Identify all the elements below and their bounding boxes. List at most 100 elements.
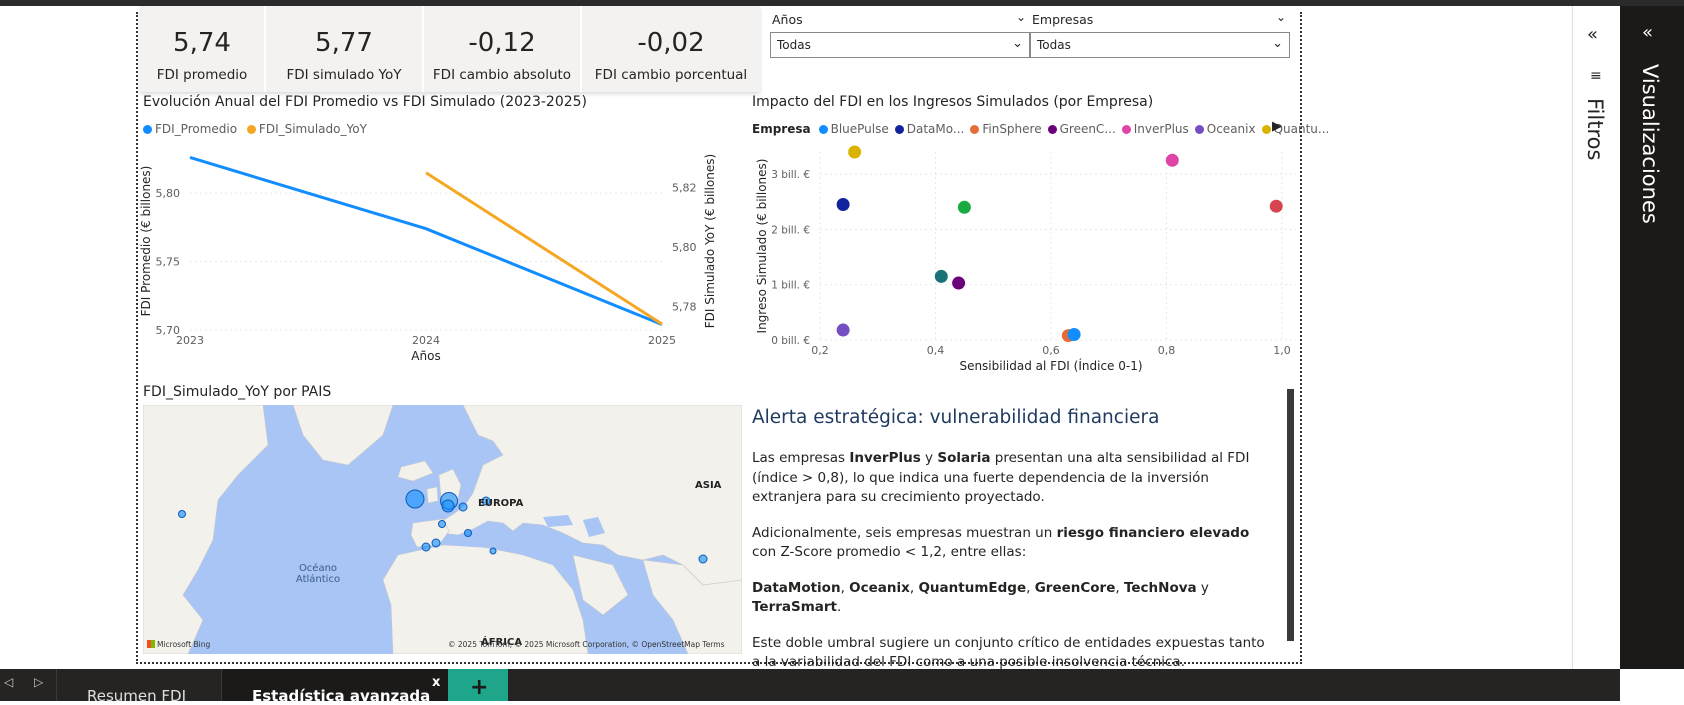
- collapse-icon[interactable]: «: [1587, 24, 1599, 45]
- legend-dot: [894, 125, 904, 134]
- legend-label: InverPlus: [1133, 122, 1189, 136]
- slicer-title: Años: [772, 12, 803, 27]
- map-land: [143, 405, 742, 654]
- filters-panel: « ≡ Filtros: [1572, 6, 1620, 669]
- kpi-card-fdi-promedio[interactable]: 5,74 FDI promedio: [140, 6, 264, 92]
- legend-dot: [1121, 125, 1131, 134]
- top-bar: [0, 0, 1684, 6]
- legend-dot: [246, 125, 256, 134]
- scrollbar[interactable]: [1287, 389, 1294, 641]
- scatter-point: [1067, 327, 1081, 341]
- map-bubble[interactable]: [421, 542, 431, 552]
- map-bubble[interactable]: [438, 520, 446, 528]
- legend-item[interactable]: FinSphere: [970, 122, 1042, 136]
- map-brand: Microsoft Bing: [147, 640, 210, 649]
- kpi-strip: 5,74 FDI promedio 5,77 FDI simulado YoY …: [140, 6, 760, 92]
- scatter-point: [957, 200, 971, 214]
- scatter-chart[interactable]: 0 bill. € 1 bill. € 2 bill. € 3 bill. € 0,2 0…: [740, 140, 1300, 380]
- kpi-card-cambio-absoluto[interactable]: -0,12 FDI cambio absoluto: [422, 6, 580, 92]
- map-bubble[interactable]: [441, 499, 455, 513]
- map-bubble[interactable]: [698, 554, 708, 564]
- scatter-chart-title: Impacto del FDI en los Ingresos Simulado…: [752, 94, 1154, 110]
- filters-label[interactable]: Filtros: [1583, 98, 1607, 161]
- company-name: DataMotion: [752, 579, 841, 596]
- years-dropdown[interactable]: Todas ⌄: [770, 32, 1030, 58]
- slicer-years: Años ⌄ Todas ⌄: [770, 8, 1030, 58]
- dropdown-value: Todas: [1037, 38, 1071, 52]
- scatter-point: [952, 276, 966, 290]
- kpi-card-fdi-simulado[interactable]: 5,77 FDI simulado YoY: [264, 6, 422, 92]
- add-page-button[interactable]: +: [448, 669, 508, 701]
- alert-body: Las empresas InverPlus y Solaria present…: [752, 449, 1267, 689]
- map-bubble[interactable]: [458, 502, 468, 512]
- legend-items: BluePulse DataMo... FinSphere GreenC... Inve…: [818, 122, 1336, 136]
- x-tick-label: 0,8: [1158, 344, 1176, 357]
- y2-axis-title: FDI Simulado YoY (€ billones): [703, 154, 717, 328]
- legend-item[interactable]: FDI_Promedio: [143, 122, 237, 136]
- map-label-asia: ASIA: [695, 480, 722, 491]
- legend-label: FinSphere: [982, 122, 1042, 136]
- tab-prev-icon[interactable]: ◁: [4, 675, 14, 689]
- chevron-down-icon[interactable]: ⌄: [1015, 10, 1026, 24]
- map-credit[interactable]: © 2025 TomTom, © 2025 Microsoft Corporat…: [448, 640, 725, 649]
- y-tick-label: 2 bill. €: [771, 224, 810, 236]
- y-tick-label: 1 bill. €: [771, 280, 810, 292]
- x-tick-label: 0,4: [927, 344, 945, 357]
- legend-item[interactable]: FDI_Simulado_YoY: [246, 122, 367, 136]
- kpi-value: 5,74: [173, 28, 231, 58]
- legend-item[interactable]: GreenC...: [1047, 122, 1116, 136]
- x-axis-title: Sensibilidad al FDI (Índice 0-1): [959, 358, 1142, 373]
- tab-resumen-fdi[interactable]: Resumen FDI: [56, 669, 222, 705]
- series-line-fdi-promedio: [189, 156, 663, 326]
- alert-paragraph: Las empresas InverPlus y Solaria present…: [752, 449, 1267, 508]
- legend-label: Quantu...: [1273, 122, 1330, 136]
- map[interactable]: EUROPA ASIA ÁFRICA Océano Atlántico Micr…: [143, 405, 742, 654]
- line-chart-title: Evolución Anual del FDI Promedio vs FDI …: [143, 94, 588, 110]
- kpi-label: FDI cambio porcentual: [594, 67, 748, 83]
- alert-paragraph: Este doble umbral sugiere un conjunto cr…: [752, 634, 1265, 671]
- map-bubble[interactable]: [178, 510, 186, 518]
- kpi-value: -0,02: [637, 28, 705, 58]
- company-name: TerraSmart: [752, 599, 838, 615]
- map-bubble[interactable]: [431, 538, 441, 548]
- x-tick-label: 1,0: [1273, 344, 1291, 357]
- legend-item[interactable]: Oceanix: [1194, 122, 1256, 136]
- legend-item[interactable]: InverPlus: [1121, 122, 1189, 136]
- y2-tick-label: 5,78: [672, 300, 697, 313]
- tab-next-icon[interactable]: ▷: [34, 675, 44, 689]
- collapse-icon[interactable]: «: [1642, 22, 1654, 43]
- kpi-value: -0,12: [468, 28, 536, 58]
- map-bubbles: [178, 489, 708, 564]
- text-run: Las empresas: [752, 450, 850, 466]
- tab-estadistica-avanzada[interactable]: Estadística avanzada x: [222, 669, 448, 705]
- map-bubble[interactable]: [489, 547, 497, 555]
- plus-icon: +: [470, 675, 489, 700]
- y2-tick-label: 5,80: [672, 241, 697, 254]
- x-axis-title: Años: [411, 349, 440, 363]
- legend-item[interactable]: DataMo...: [894, 122, 964, 136]
- y-tick-label: 3 bill. €: [771, 169, 810, 181]
- map-bubble[interactable]: [481, 496, 491, 506]
- text-run: y: [1196, 579, 1209, 596]
- scatter-point: [934, 269, 948, 283]
- legend-item[interactable]: BluePulse: [818, 122, 889, 136]
- scatter-point: [836, 323, 850, 337]
- legend-dot: [1194, 125, 1204, 134]
- kpi-label: FDI cambio absoluto: [432, 67, 572, 83]
- chevron-down-icon[interactable]: ⌄: [1275, 10, 1286, 24]
- y-tick-label: 5,75: [156, 256, 181, 269]
- legend-item[interactable]: Quantu...: [1261, 122, 1330, 136]
- kpi-card-cambio-porcentual[interactable]: -0,02 FDI cambio porcentual: [580, 6, 760, 92]
- scatter-point: [1165, 153, 1179, 167]
- map-label-ocean: Océano Atlántico: [295, 563, 341, 585]
- x-tick-label: 0,2: [811, 344, 829, 357]
- alert-paragraph: Adicionalmente, seis empresas muestran u…: [752, 524, 1267, 563]
- map-label-europe: EUROPA: [478, 498, 524, 509]
- visualizations-label[interactable]: Visualizaciones: [1638, 64, 1662, 224]
- map-bubble[interactable]: [405, 489, 425, 509]
- companies-dropdown[interactable]: Todas ⌄: [1030, 32, 1290, 58]
- map-bubble[interactable]: [464, 529, 472, 537]
- legend-next-arrow-icon[interactable]: ▶: [1272, 119, 1282, 134]
- line-chart[interactable]: 5,70 5,75 5,80 5,78 5,80 5,82 2023 2024 2025 Años…: [140, 140, 750, 380]
- close-icon[interactable]: x: [432, 675, 441, 690]
